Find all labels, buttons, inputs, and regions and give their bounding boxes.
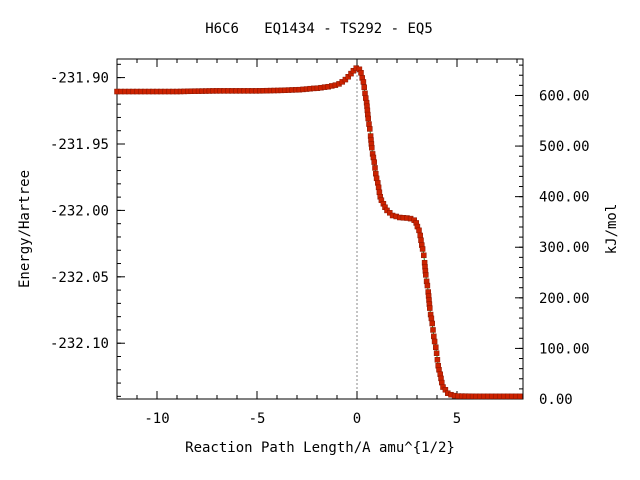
series-line: [117, 67, 521, 397]
y-tick-label: -232.05: [50, 270, 109, 286]
series-point: [423, 272, 429, 278]
series-point: [418, 237, 424, 244]
series-point: [431, 333, 437, 340]
series-point: [360, 79, 367, 85]
x-tick-label: -10: [144, 411, 169, 427]
y2-tick-labels: 600.00 500.00 400.00 300.00 200.00 100.00 0.00: [539, 88, 590, 408]
series-markers: [114, 65, 523, 400]
series-point: [361, 84, 367, 90]
series-point: [517, 393, 523, 400]
y-tick-label: -231.90: [50, 71, 109, 87]
y-tick-label: -232.10: [50, 336, 109, 352]
series-point: [428, 315, 435, 322]
y-tick-label: -231.95: [50, 137, 109, 153]
series-point: [433, 350, 440, 356]
series-point: [366, 121, 372, 127]
series-point: [358, 70, 364, 76]
y-tick-labels: -231.90 -231.95 -232.00 -232.05 -232.10: [50, 71, 109, 353]
y2-axis-label: kJ/mol: [604, 204, 620, 255]
y2-tick-label: 0.00: [539, 392, 573, 408]
series-point: [417, 232, 423, 239]
series-point: [342, 76, 349, 83]
y-tick-label: -232.00: [50, 203, 109, 219]
series-point: [433, 344, 439, 351]
x-tick-label: -5: [249, 411, 266, 427]
y2-tick-label: 500.00: [539, 139, 590, 155]
series-point: [363, 95, 369, 101]
series-point: [416, 227, 422, 234]
series-point: [430, 327, 436, 333]
x-tick-label: 0: [353, 411, 361, 427]
series-point: [373, 175, 380, 182]
series-point: [345, 74, 351, 80]
y2-tick-label: 400.00: [539, 190, 590, 206]
series-point: [362, 90, 368, 97]
x-axis-label: Reaction Path Length/A amu^{1/2}: [185, 440, 455, 456]
plot-area: [116, 58, 524, 400]
series-point: [372, 165, 378, 171]
series-point: [429, 320, 435, 327]
series-point: [369, 144, 375, 151]
series-point: [365, 115, 371, 122]
x-tick-label: 5: [453, 411, 461, 427]
y2-tick-label: 300.00: [539, 240, 590, 256]
series-point: [424, 282, 431, 289]
series-point: [367, 126, 373, 132]
series-point: [427, 305, 433, 311]
series-point: [370, 154, 377, 161]
x-tick-labels: -10 -5 0 5: [144, 411, 461, 427]
series-point: [431, 338, 438, 345]
axis-ticks: [116, 59, 523, 400]
y-axis-label: Energy/Hartree: [17, 170, 33, 288]
series-point: [371, 159, 377, 165]
chart-title: H6C6 EQ1434 - TS292 - EQ5: [205, 21, 433, 37]
series-point: [434, 357, 441, 363]
series-point: [373, 170, 379, 177]
y2-tick-label: 100.00: [539, 341, 590, 357]
series-point: [421, 252, 427, 259]
series-point: [419, 246, 426, 252]
series-point: [375, 184, 382, 191]
y2-tick-label: 600.00: [539, 88, 590, 104]
y2-tick-label: 200.00: [539, 291, 590, 307]
